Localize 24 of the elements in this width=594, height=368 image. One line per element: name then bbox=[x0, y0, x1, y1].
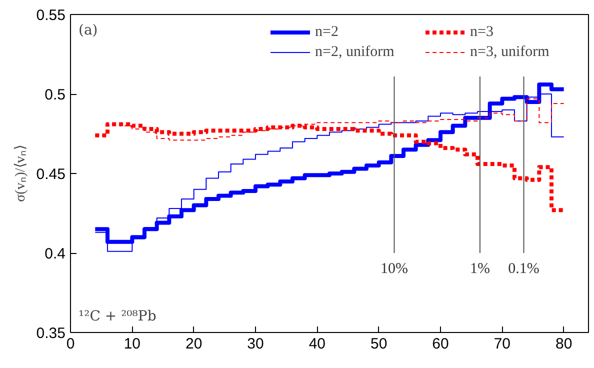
legend-label: n=2 bbox=[315, 24, 340, 40]
x-tick-label: 70 bbox=[494, 336, 511, 352]
x-tick-label: 30 bbox=[247, 336, 264, 352]
y-tick-label: 0.35 bbox=[36, 325, 66, 342]
legend-label: n=3 bbox=[470, 24, 494, 40]
y-tick-label: 0.5 bbox=[44, 86, 66, 104]
annotation: 0.1% bbox=[508, 260, 540, 277]
y-axis-title: σ(vₙ)/⟨vₙ⟩ bbox=[13, 145, 28, 202]
legend-label: n=3, uniform bbox=[470, 44, 550, 60]
annotation: 10% bbox=[380, 260, 408, 277]
annotation: ¹²C + ²⁰⁸Pb bbox=[78, 308, 156, 324]
annotation: 1% bbox=[470, 260, 490, 277]
x-tick-label: 40 bbox=[308, 336, 326, 352]
x-tick-label: 0 bbox=[66, 336, 75, 352]
legend-label: n=2, uniform bbox=[315, 44, 396, 60]
y-tick-label: 0.4 bbox=[44, 246, 66, 262]
y-tick-label: 0.45 bbox=[36, 166, 66, 183]
x-tick-label: 10 bbox=[124, 336, 141, 352]
y-tick-label: 0.55 bbox=[36, 7, 66, 24]
x-tick-label: 20 bbox=[185, 336, 202, 352]
x-tick-label: 60 bbox=[432, 336, 449, 352]
x-tick-label: 50 bbox=[370, 336, 388, 352]
annotation: (a) bbox=[78, 22, 98, 38]
x-tick-label: 80 bbox=[555, 336, 572, 352]
